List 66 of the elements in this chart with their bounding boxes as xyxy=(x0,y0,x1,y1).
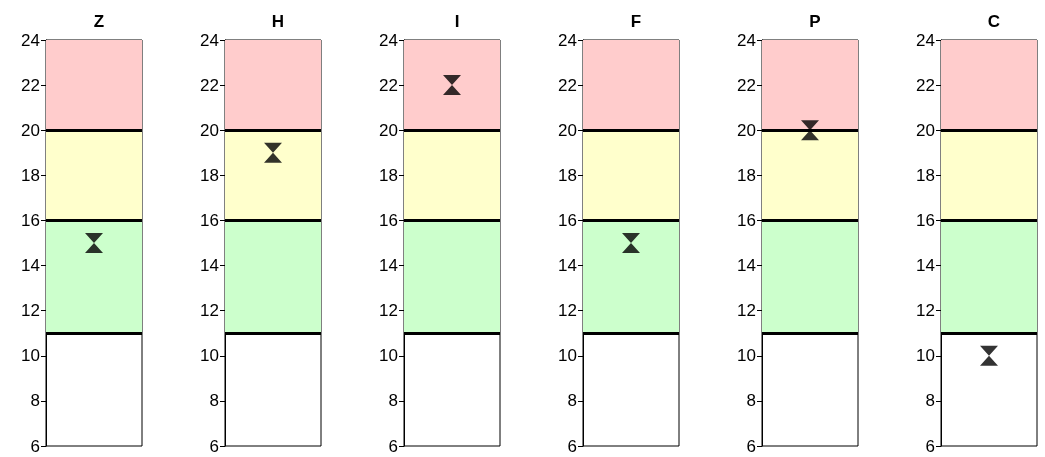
y-tick-label: 22 xyxy=(200,75,219,95)
chart-title: P xyxy=(809,12,821,31)
y-tick-label: 20 xyxy=(558,120,577,140)
y-tick-label: 18 xyxy=(737,165,756,185)
y-tick-label: 10 xyxy=(200,346,219,366)
y-tick-label: 6 xyxy=(209,436,219,456)
chart-title: Z xyxy=(93,12,105,31)
y-tick-label: 10 xyxy=(558,346,577,366)
y-tick-label: 10 xyxy=(21,346,40,366)
y-tick-label: 18 xyxy=(200,165,219,185)
y-tick-label: 20 xyxy=(21,120,40,140)
y-tick-label: 12 xyxy=(737,301,756,321)
y-tick-label: 12 xyxy=(200,301,219,321)
y-tick-label: 24 xyxy=(737,30,756,50)
y-tick-label: 8 xyxy=(388,391,398,411)
y-tick-label: 20 xyxy=(379,120,398,140)
y-tick-label: 24 xyxy=(916,30,935,50)
y-tick-label: 16 xyxy=(737,210,756,230)
y-tick-label: 18 xyxy=(916,165,935,185)
y-tick-label: 14 xyxy=(916,256,935,276)
y-tick-label: 22 xyxy=(737,75,756,95)
y-tick-label: 12 xyxy=(379,301,398,321)
y-tick-label: 8 xyxy=(209,391,219,411)
chart-title: H xyxy=(271,12,285,31)
y-tick-label: 24 xyxy=(200,30,219,50)
y-tick-label: 8 xyxy=(746,391,756,411)
y-tick-label: 16 xyxy=(21,210,40,230)
chart-title: I xyxy=(454,12,460,31)
y-tick-label: 24 xyxy=(558,30,577,50)
y-tick-label: 12 xyxy=(558,301,577,321)
y-tick-label: 20 xyxy=(916,120,935,140)
y-tick-label: 20 xyxy=(737,120,756,140)
chart-title: C xyxy=(987,12,1001,31)
y-tick-label: 14 xyxy=(558,256,577,276)
y-tick-label: 14 xyxy=(737,256,756,276)
y-tick-label: 24 xyxy=(21,30,40,50)
y-tick-label: 16 xyxy=(379,210,398,230)
y-tick-label: 12 xyxy=(21,301,40,321)
y-tick-label: 18 xyxy=(558,165,577,185)
y-tick-label: 24 xyxy=(379,30,398,50)
chart-title: F xyxy=(630,12,642,31)
y-tick-label: 14 xyxy=(200,256,219,276)
y-tick-label: 16 xyxy=(200,210,219,230)
y-tick-label: 6 xyxy=(388,436,398,456)
y-tick-label: 18 xyxy=(379,165,398,185)
y-tick-label: 18 xyxy=(21,165,40,185)
y-tick-label: 16 xyxy=(916,210,935,230)
y-tick-label: 14 xyxy=(379,256,398,276)
y-tick-label: 22 xyxy=(916,75,935,95)
y-tick-label: 22 xyxy=(558,75,577,95)
y-tick-label: 10 xyxy=(379,346,398,366)
y-tick-label: 22 xyxy=(21,75,40,95)
y-tick-label: 6 xyxy=(746,436,756,456)
y-tick-label: 6 xyxy=(567,436,577,456)
y-tick-label: 10 xyxy=(737,346,756,366)
y-tick-label: 20 xyxy=(200,120,219,140)
y-tick-label: 8 xyxy=(925,391,935,411)
y-tick-label: 12 xyxy=(916,301,935,321)
y-tick-label: 16 xyxy=(558,210,577,230)
y-tick-label: 22 xyxy=(379,75,398,95)
y-tick-label: 10 xyxy=(916,346,935,366)
y-tick-label: 6 xyxy=(30,436,40,456)
y-tick-label: 14 xyxy=(21,256,40,276)
y-tick-label: 8 xyxy=(567,391,577,411)
y-tick-label: 6 xyxy=(925,436,935,456)
y-tick-label: 8 xyxy=(30,391,40,411)
